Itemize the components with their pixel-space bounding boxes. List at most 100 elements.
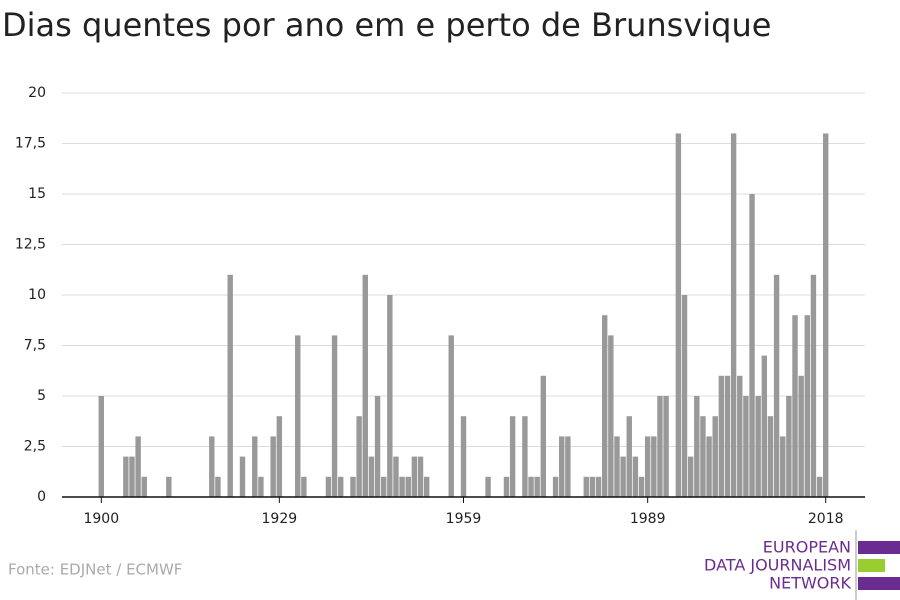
y-tick-label: 10 (28, 287, 46, 303)
y-tick-label: 5 (37, 388, 46, 404)
bar (129, 456, 135, 497)
bar (718, 375, 725, 497)
bar (405, 476, 411, 497)
bar (657, 396, 663, 497)
bar (374, 396, 381, 497)
bar (540, 375, 547, 497)
bar (301, 476, 307, 497)
source: Fonte: EDJNet / ECMWF (8, 561, 182, 579)
bar (583, 476, 589, 497)
bar (411, 456, 418, 497)
bar (276, 416, 283, 497)
x-tick-label: 2018 (808, 511, 844, 527)
bar (258, 476, 264, 497)
bar (141, 476, 147, 497)
bar (786, 396, 792, 497)
bar (773, 274, 780, 497)
bar (620, 456, 626, 497)
logo-text: NETWORK (769, 574, 851, 593)
y-tick-label: 15 (28, 186, 46, 202)
bar (338, 476, 344, 497)
bar (534, 476, 540, 497)
bar (712, 416, 718, 497)
logo-bar (858, 577, 900, 590)
bar (209, 436, 215, 497)
bar (823, 133, 829, 497)
bar (589, 476, 596, 497)
bar (528, 476, 534, 497)
bar (239, 456, 246, 497)
bar (681, 295, 688, 497)
bar (460, 416, 467, 497)
bar (399, 476, 405, 497)
bar (780, 436, 786, 497)
bar (626, 416, 632, 497)
bar (761, 355, 768, 497)
bar (687, 456, 694, 497)
bar (767, 416, 774, 497)
bar (331, 335, 338, 497)
bar (565, 436, 571, 497)
bar (448, 335, 454, 497)
bar (595, 476, 602, 497)
bar (644, 436, 651, 497)
bar (651, 436, 657, 497)
logo-text: DATA JOURNALISM (704, 556, 851, 575)
bar (98, 396, 104, 497)
bar (675, 133, 682, 497)
bar (608, 335, 614, 497)
bar (417, 456, 424, 497)
bar (743, 396, 749, 497)
bar (270, 436, 276, 497)
bar (804, 315, 810, 497)
bar (816, 476, 823, 497)
bar (706, 436, 712, 497)
bar (325, 476, 332, 497)
y-tick-label: 17,5 (15, 136, 46, 152)
bar (135, 436, 141, 497)
bar (295, 335, 301, 497)
bar (509, 416, 516, 497)
bar (700, 416, 706, 497)
bar (694, 396, 700, 497)
bar (755, 396, 761, 497)
bar (798, 375, 804, 497)
bar (356, 416, 362, 497)
logo-text: EUROPEAN (763, 538, 851, 557)
bar (792, 315, 798, 497)
y-tick-label: 12,5 (15, 237, 46, 253)
x-tick-label: 1929 (262, 511, 298, 527)
logo-bar (858, 559, 885, 572)
bar (380, 476, 387, 497)
x-tick-label: 1959 (446, 511, 482, 527)
bar (632, 456, 639, 497)
bar (522, 416, 528, 497)
x-tick-label: 1989 (630, 511, 666, 527)
bar (503, 476, 510, 497)
bar (559, 436, 565, 497)
y-tick-label: 20 (28, 85, 46, 101)
bar (387, 295, 393, 497)
bar (362, 274, 368, 497)
y-tick-label: 2,5 (24, 439, 46, 455)
bar (423, 476, 430, 497)
bar (730, 133, 737, 497)
bar (810, 274, 817, 497)
x-tick-label: 1900 (83, 511, 119, 527)
logo: EUROPEAN DATA JOURNALISM NETWORK (704, 530, 900, 600)
bar (749, 194, 755, 497)
bar (614, 436, 620, 497)
bar (123, 456, 129, 497)
bar (252, 436, 258, 497)
bar (227, 274, 233, 497)
logo-bar (858, 541, 900, 554)
bar (166, 476, 172, 497)
bar (350, 476, 356, 497)
bar (663, 396, 669, 497)
chart-title: Dias quentes por ano em e perto de Bruns… (2, 6, 771, 44)
bar (552, 476, 559, 497)
bar (601, 315, 608, 497)
bar (737, 375, 743, 497)
bar (215, 476, 221, 497)
